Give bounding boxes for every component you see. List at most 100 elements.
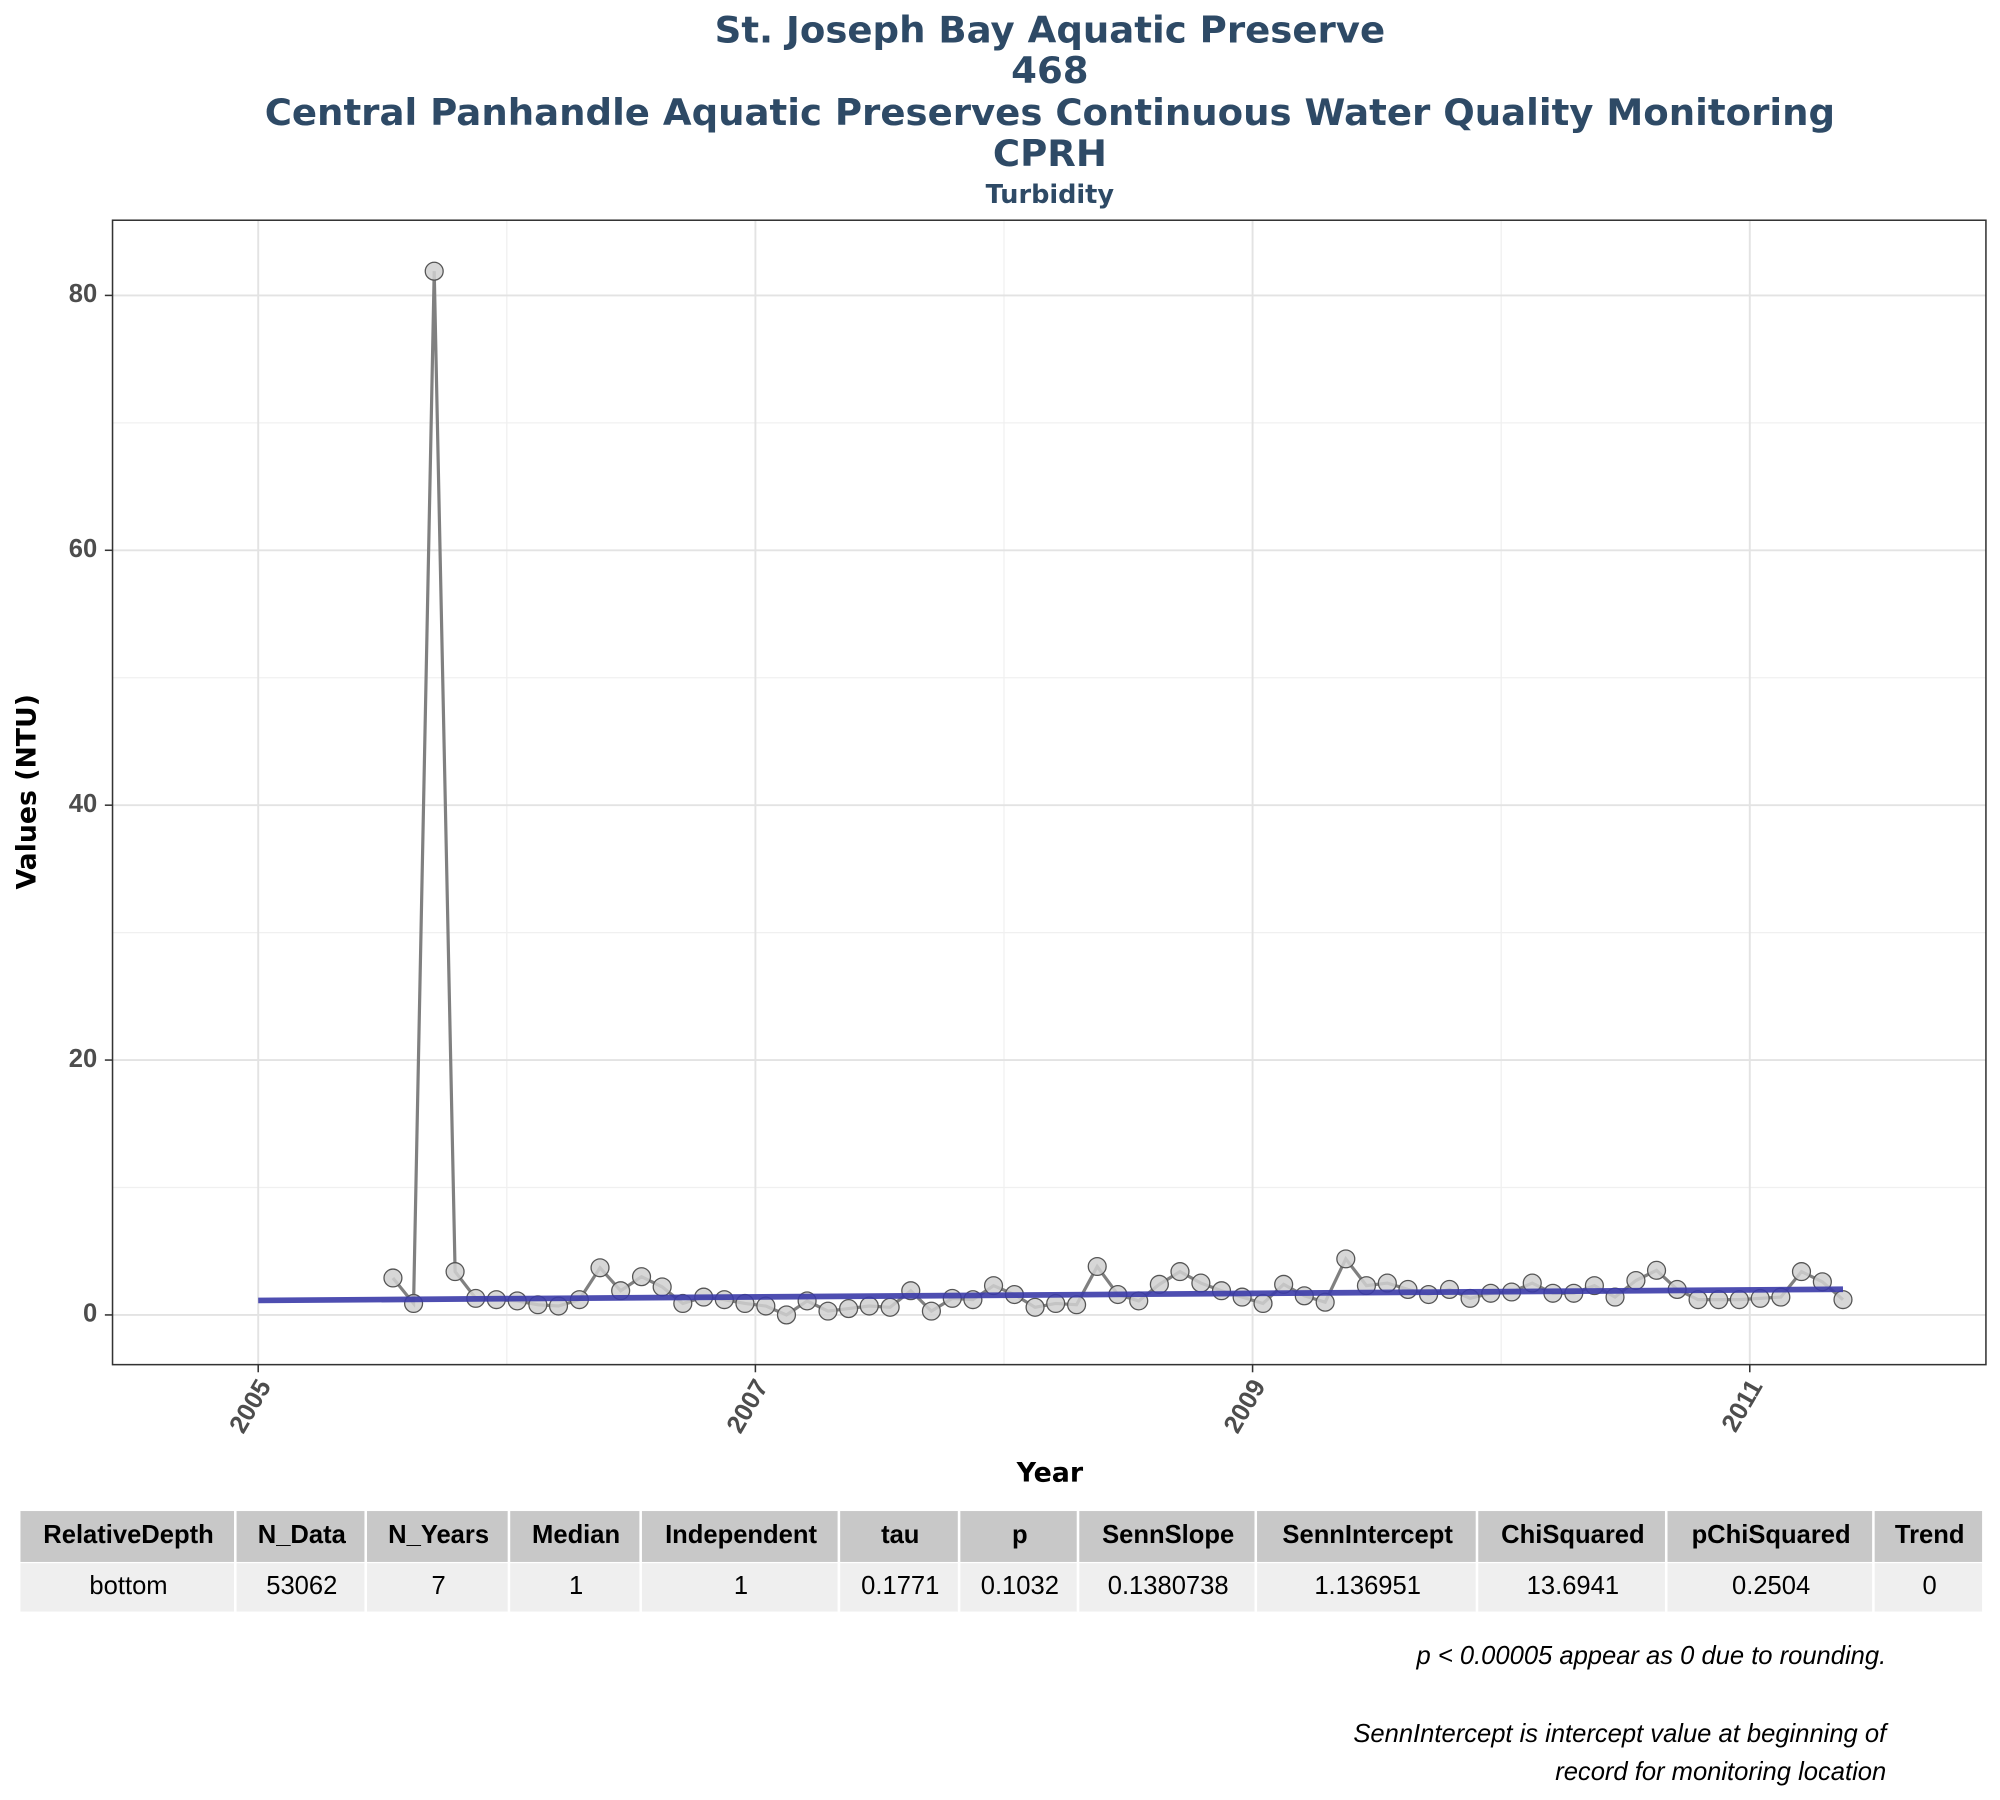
cell-text: 53062 — [266, 1572, 337, 1600]
data-point — [1025, 1297, 1045, 1317]
cell-text: 0.1771 — [861, 1572, 939, 1600]
header-cell — [641, 1511, 838, 1562]
header-text: tau — [881, 1521, 919, 1549]
header-cell — [840, 1511, 958, 1562]
title-line: Central Panhandle Aquatic Preserves Cont… — [265, 91, 1835, 134]
cell-text: 7 — [432, 1572, 446, 1600]
header-cell — [1257, 1511, 1476, 1562]
title-line: St. Joseph Bay Aquatic Preserve — [715, 8, 1385, 51]
data-point — [652, 1277, 672, 1297]
title-line: CPRH — [993, 132, 1107, 175]
trend-line — [258, 1286, 1844, 1304]
note: p < 0.00005 appear as 0 due to rounding. — [1416, 1642, 1887, 1670]
body-cell — [1257, 1563, 1476, 1612]
cell-text: 0 — [1923, 1572, 1937, 1600]
cell-text: 1 — [569, 1572, 583, 1600]
cell-text: 0.1380738 — [1108, 1572, 1229, 1600]
data-point — [1646, 1260, 1667, 1280]
plot-panel — [112, 220, 1986, 1365]
data-point — [859, 1296, 879, 1316]
data-point — [839, 1299, 859, 1319]
data-point — [1315, 1292, 1335, 1312]
body-cell — [510, 1563, 640, 1612]
data-point — [1253, 1293, 1273, 1314]
body-cell — [1079, 1563, 1255, 1612]
data-point — [1626, 1270, 1646, 1291]
data-point — [1170, 1262, 1190, 1282]
header-text: Median — [532, 1521, 620, 1549]
cell-text: 1.136951 — [1314, 1572, 1421, 1600]
data-point — [776, 1305, 797, 1325]
plot-border — [111, 219, 1987, 1366]
data-point — [921, 1301, 941, 1321]
y-tick-label: 40 — [69, 790, 97, 818]
data-point — [445, 1262, 465, 1282]
notes: p < 0.00005 appear as 0 due to rounding.… — [1353, 1642, 1889, 1786]
header-cell — [1667, 1511, 1873, 1562]
header-cell — [367, 1511, 508, 1562]
header-text: pChiSquared — [1692, 1521, 1851, 1549]
header-text: N_Years — [388, 1521, 489, 1549]
cell-text: bottom — [89, 1572, 167, 1600]
data-point — [983, 1276, 1004, 1296]
cell-text: 0.2504 — [1732, 1572, 1810, 1600]
x-axis-title: Year — [1016, 1458, 1084, 1489]
header-cell — [20, 1511, 235, 1562]
body-cell — [1874, 1563, 1983, 1612]
body-cell — [236, 1563, 365, 1612]
cell-text: 1 — [734, 1572, 748, 1600]
y-tick-label: 80 — [69, 280, 97, 308]
data-point — [1191, 1273, 1211, 1293]
header-text: Independent — [665, 1521, 817, 1549]
y-tick-label: 0 — [83, 1300, 97, 1328]
header-cell — [960, 1511, 1077, 1562]
marks — [258, 261, 1853, 1325]
data-point — [756, 1296, 776, 1316]
data-point — [1377, 1273, 1397, 1293]
note: record for monitoring location — [1555, 1758, 1886, 1786]
data-point — [1729, 1290, 1749, 1310]
body-cell — [960, 1563, 1077, 1612]
header-text: ChiSquared — [1501, 1521, 1644, 1549]
body-cell — [1478, 1563, 1665, 1612]
body-cell — [367, 1563, 508, 1612]
y-tick-label: 60 — [69, 535, 97, 563]
y-tick-label: 20 — [69, 1045, 97, 1073]
header-text: p — [1012, 1521, 1028, 1549]
header-cell — [1478, 1511, 1665, 1562]
title-line: 468 — [1011, 49, 1088, 92]
data-point — [424, 261, 444, 281]
data-point — [1709, 1290, 1729, 1310]
header-text: SennSlope — [1102, 1521, 1234, 1549]
body-cell — [1667, 1563, 1873, 1612]
data-point — [631, 1267, 652, 1287]
body-cell — [840, 1563, 958, 1612]
header-cell — [510, 1511, 640, 1562]
y-axis-title: Values (NTU) — [12, 694, 43, 889]
stats-table: RelativeDepth N_Data N_Years Median Independ… — [20, 1511, 1983, 1612]
data-point — [1791, 1262, 1812, 1282]
header-text: RelativeDepth — [43, 1521, 213, 1549]
body-cell — [20, 1563, 235, 1612]
data-point — [1336, 1249, 1356, 1269]
data-point — [1149, 1274, 1169, 1294]
subtitle: Turbidity — [986, 180, 1115, 210]
grid — [112, 220, 1986, 1365]
header-text: Trend — [1895, 1521, 1965, 1549]
cell-text: 13.6941 — [1527, 1572, 1619, 1600]
header-text: N_Data — [258, 1521, 347, 1549]
data-point — [590, 1258, 610, 1278]
data-point — [1833, 1290, 1853, 1310]
data-point — [880, 1297, 900, 1317]
header-cell — [236, 1511, 365, 1562]
header-cell — [1874, 1511, 1983, 1562]
body-cell — [641, 1563, 838, 1612]
data-point — [1066, 1295, 1087, 1315]
note: SennIntercept is intercept value at begi… — [1353, 1720, 1889, 1748]
header-cell — [1079, 1511, 1255, 1562]
data-point — [383, 1268, 403, 1288]
data-point — [1087, 1256, 1107, 1277]
header-text: SennIntercept — [1282, 1521, 1453, 1549]
data-point — [1688, 1290, 1708, 1310]
